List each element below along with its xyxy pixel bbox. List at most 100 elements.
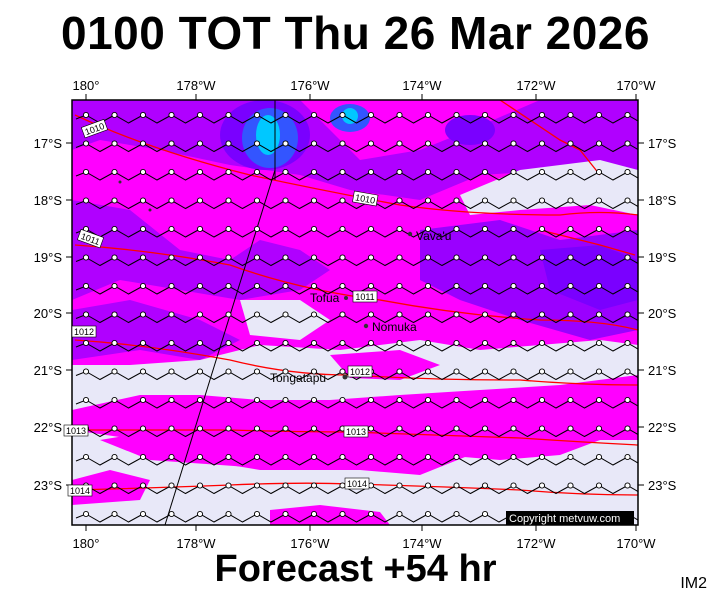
wind-station xyxy=(396,111,403,119)
wind-station xyxy=(111,453,118,461)
latitude-labels-right: 17°S 18°S 19°S 20°S 21°S 22°S 23°S xyxy=(638,136,677,493)
wind-station xyxy=(139,168,147,176)
wind-station xyxy=(253,368,261,375)
wind-station xyxy=(538,425,546,432)
wind-station xyxy=(424,311,432,318)
wind-station xyxy=(481,510,489,518)
wind-station xyxy=(510,168,517,176)
wind-station xyxy=(225,482,232,489)
place-label-nomuka: Nomuka xyxy=(372,320,417,334)
wind-station xyxy=(453,396,460,404)
wind-station xyxy=(424,425,432,432)
wind-station xyxy=(196,453,204,461)
wind-station xyxy=(282,140,289,147)
wind-station xyxy=(624,140,631,147)
wind-station xyxy=(595,168,603,176)
lon-label-top: 172°W xyxy=(516,78,556,93)
wind-station xyxy=(424,254,432,261)
lat-label-left: 17°S xyxy=(34,136,63,151)
svg-text:1011: 1011 xyxy=(355,292,374,302)
wind-station xyxy=(111,339,118,347)
isobar-label: 1010 xyxy=(352,190,379,207)
wind-station xyxy=(538,339,546,347)
wind-station xyxy=(310,311,318,318)
wind-station xyxy=(139,482,147,489)
wind-station xyxy=(595,254,603,261)
wind-station xyxy=(481,140,489,147)
wind-station xyxy=(538,111,546,119)
wind-station xyxy=(282,396,289,404)
wind-station xyxy=(396,368,403,375)
wind-station xyxy=(396,339,403,347)
wind-station xyxy=(624,425,631,432)
wind-station xyxy=(253,482,261,489)
lon-label-top: 174°W xyxy=(402,78,442,93)
wind-station xyxy=(367,425,375,432)
wind-station xyxy=(82,368,90,375)
wind-station xyxy=(168,482,175,489)
wind-station xyxy=(481,425,489,432)
lon-label-bottom: 180° xyxy=(73,536,100,551)
wind-station xyxy=(453,225,460,233)
wind-station xyxy=(453,482,460,489)
wind-station xyxy=(196,510,204,518)
wind-station xyxy=(595,368,603,375)
wind-station xyxy=(424,140,432,147)
copyright-box xyxy=(506,511,634,525)
wind-station xyxy=(367,140,375,147)
wind-station xyxy=(225,282,232,290)
place-label-tongatapu: Tongatapu xyxy=(270,371,326,385)
wind-station xyxy=(282,311,289,318)
wind-station xyxy=(624,282,631,290)
wind-station xyxy=(624,453,631,461)
wind-station xyxy=(624,396,631,404)
wind-station xyxy=(253,453,261,461)
wind-station xyxy=(196,368,204,375)
place-label-tofua: Tofua xyxy=(310,291,340,305)
wind-station xyxy=(367,111,375,119)
wind-station xyxy=(367,453,375,461)
lon-label-bottom: 178°W xyxy=(176,536,216,551)
wind-station xyxy=(567,111,574,119)
lon-label-bottom: 170°W xyxy=(616,536,656,551)
wind-station xyxy=(168,453,175,461)
wind-station xyxy=(510,453,517,461)
wind-station xyxy=(225,225,232,233)
wind-station xyxy=(567,168,574,176)
wind-station xyxy=(168,282,175,290)
wind-station xyxy=(310,282,318,290)
wind-station xyxy=(196,225,204,233)
wind-station xyxy=(339,510,346,518)
wind-station xyxy=(82,311,90,318)
lat-label-right: 18°S xyxy=(648,193,677,208)
wind-station xyxy=(567,453,574,461)
wind-station xyxy=(510,396,517,404)
wind-station xyxy=(253,168,261,176)
wind-station xyxy=(139,111,147,119)
wind-station xyxy=(538,453,546,461)
wind-station xyxy=(453,111,460,119)
copyright-text: Copyright metvuw.com xyxy=(509,513,620,525)
wind-station xyxy=(310,396,318,404)
wind-station xyxy=(196,396,204,404)
lon-label-top: 178°W xyxy=(176,78,216,93)
wind-station xyxy=(396,396,403,404)
wind-station xyxy=(481,254,489,261)
wind-station xyxy=(111,197,118,204)
wind-station xyxy=(481,111,489,119)
wind-station xyxy=(282,482,289,489)
wind-station xyxy=(339,396,346,404)
wind-station xyxy=(567,425,574,432)
wind-station xyxy=(225,368,232,375)
wind-station xyxy=(139,197,147,204)
wind-barbs xyxy=(75,111,638,523)
wind-station xyxy=(82,510,90,518)
wind-station xyxy=(538,168,546,176)
wind-station xyxy=(538,368,546,375)
wind-station xyxy=(310,140,318,147)
lon-label-bottom: 172°W xyxy=(516,536,556,551)
wind-station xyxy=(510,339,517,347)
wind-station xyxy=(139,311,147,318)
wind-station xyxy=(339,339,346,347)
wind-station xyxy=(196,197,204,204)
